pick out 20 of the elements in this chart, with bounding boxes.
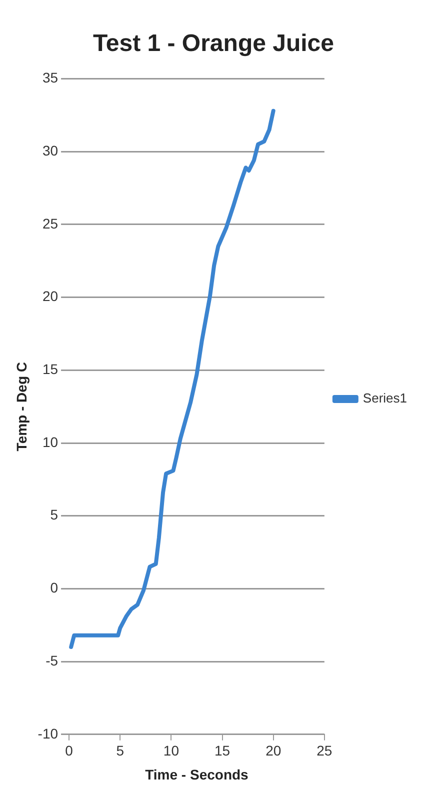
y-tick-label: 20 [42,288,58,304]
y-tick-label: -10 [38,725,58,742]
y-tick-label: 35 [42,70,58,86]
x-tick-label: 20 [266,742,282,759]
x-tick-label: 0 [65,742,74,759]
x-tick-label: 5 [116,742,124,759]
y-tick-label: 15 [42,361,58,378]
x-tick-label: 15 [214,742,230,759]
chart-title: Test 1 - Orange Juice [93,30,334,58]
x-tick-label: 10 [163,742,180,759]
x-axis-title: Time - Seconds [145,766,249,782]
y-tick-label: 0 [50,580,58,596]
y-axis-title: Temp - Deg C [13,362,30,452]
y-tick-label: 10 [42,434,58,450]
y-tick-label: 25 [42,215,58,232]
y-tick-label: 30 [42,142,58,159]
y-tick-label: -5 [46,652,58,668]
x-tick-label: 25 [316,742,332,759]
y-tick-label: 5 [50,506,58,523]
legend-label: Series1 [362,390,407,406]
